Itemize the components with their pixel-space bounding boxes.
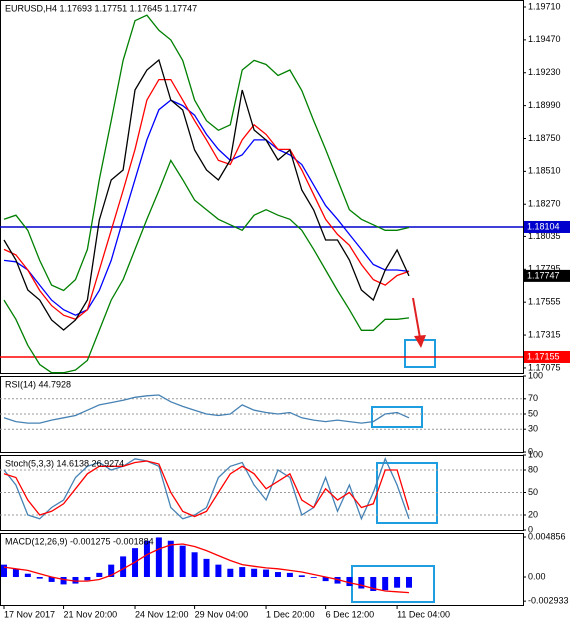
histogram-bar: [60, 576, 67, 585]
series-line: [3, 78, 410, 321]
y-tick-label: 1.18510: [528, 166, 561, 176]
y-tick-label: 1.17315: [528, 329, 561, 339]
y-tick-label: 1.18035: [528, 231, 561, 241]
histogram-bar: [239, 567, 246, 577]
histogram-bar: [394, 576, 401, 588]
y-tick-label: 1.18750: [528, 133, 561, 143]
histogram-bar: [155, 537, 162, 577]
arrow: [412, 297, 421, 339]
histogram-bar: [310, 576, 317, 578]
level-tag: [524, 350, 570, 363]
histogram-bar: [227, 568, 234, 577]
panel-title: EURUSD,H4 1.17693 1.17751 1.17645 1.1774…: [5, 3, 197, 13]
panel-title: RSI(14) 44.7928: [5, 379, 71, 389]
histogram-bar: [72, 576, 79, 584]
x-tick-label: 24 Nov 12:00: [135, 609, 189, 619]
histogram-bar: [382, 576, 389, 591]
histogram-bar: [203, 558, 210, 577]
x-tick-label: 11 Dec 04:00: [397, 609, 450, 619]
y-tick-label: 0.00: [528, 571, 546, 581]
histogram-bar: [322, 576, 329, 582]
series-line: [3, 99, 410, 316]
x-tick-label: 17 Nov 2017: [4, 609, 55, 619]
price-label: 1.17747: [527, 270, 560, 280]
histogram-bar: [179, 545, 186, 577]
y-tick-label: 80: [528, 464, 538, 474]
y-tick-label: 1.19230: [528, 67, 561, 77]
y-tick-label: 70: [528, 393, 538, 403]
histogram-bar: [84, 576, 91, 581]
panel-border: [0, 533, 524, 606]
histogram-bar: [12, 568, 19, 577]
y-tick-label: 1.19470: [528, 34, 561, 44]
panel-title: Stoch(5,3,3) 14.6138 26.9274: [5, 458, 124, 468]
y-tick-label: 1.19710: [528, 1, 561, 11]
histogram-bar: [334, 576, 341, 584]
level-label: 1.18104: [527, 221, 560, 231]
histogram-bar: [36, 576, 43, 579]
series-line: [3, 457, 410, 521]
panel-title: MACD(12,26,9) -0.001275 -0.001884: [5, 536, 154, 546]
histogram-bar: [167, 540, 174, 577]
x-tick-label: 29 Nov 04:00: [195, 609, 249, 619]
y-tick-label: 1.17555: [528, 297, 561, 307]
y-tick-label: -0.002933: [528, 596, 569, 606]
histogram-bar: [346, 576, 353, 587]
y-tick-label: 0: [528, 446, 533, 456]
panel-border: [0, 0, 524, 374]
histogram-bar: [274, 572, 281, 577]
y-tick-label: 1.18270: [528, 199, 561, 209]
series-line: [3, 14, 410, 292]
histogram-bar: [370, 576, 377, 591]
histogram-bar: [251, 568, 258, 577]
y-tick-label: 50: [528, 408, 538, 418]
histogram-bar: [108, 564, 115, 577]
x-tick-label: 21 Nov 20:00: [64, 609, 118, 619]
y-tick-label: 30: [528, 424, 538, 434]
histogram-bar: [358, 576, 365, 589]
y-tick-label: 0.004856: [528, 531, 566, 541]
y-tick-label: 1.18990: [528, 100, 561, 110]
series-line: [3, 158, 410, 374]
histogram-bar: [1, 564, 7, 577]
histogram-bar: [191, 552, 198, 577]
histogram-bar: [143, 540, 150, 577]
histogram-bar: [96, 572, 103, 577]
series-line: [3, 460, 410, 518]
histogram-bar: [298, 575, 305, 577]
histogram-bar: [286, 572, 293, 577]
level-tag: [524, 220, 570, 233]
x-tick-label: 1 Dec 20:00: [266, 609, 315, 619]
histogram-bar: [48, 576, 55, 582]
price-tag: [524, 269, 570, 282]
arrow-head: [414, 335, 426, 348]
y-tick-label: 1.17795: [528, 264, 561, 274]
y-tick-label: 0: [528, 524, 533, 534]
y-tick-label: 100: [528, 370, 543, 380]
level-label: 1.17155: [527, 351, 560, 361]
y-tick-label: 50: [528, 487, 538, 497]
histogram-bar: [406, 576, 412, 588]
histogram-bar: [263, 569, 270, 577]
series-line: [3, 58, 410, 331]
y-tick-label: 20: [528, 509, 538, 519]
y-tick-label: 100: [528, 449, 543, 459]
highlight-box: [371, 406, 423, 428]
histogram-bar: [24, 573, 31, 577]
x-tick-label: 6 Dec 12:00: [326, 609, 375, 619]
histogram-bar: [120, 556, 127, 577]
histogram-bar: [215, 564, 222, 577]
series-line: [3, 543, 410, 594]
y-tick-label: 1.17075: [528, 362, 561, 372]
series-line: [3, 394, 410, 424]
